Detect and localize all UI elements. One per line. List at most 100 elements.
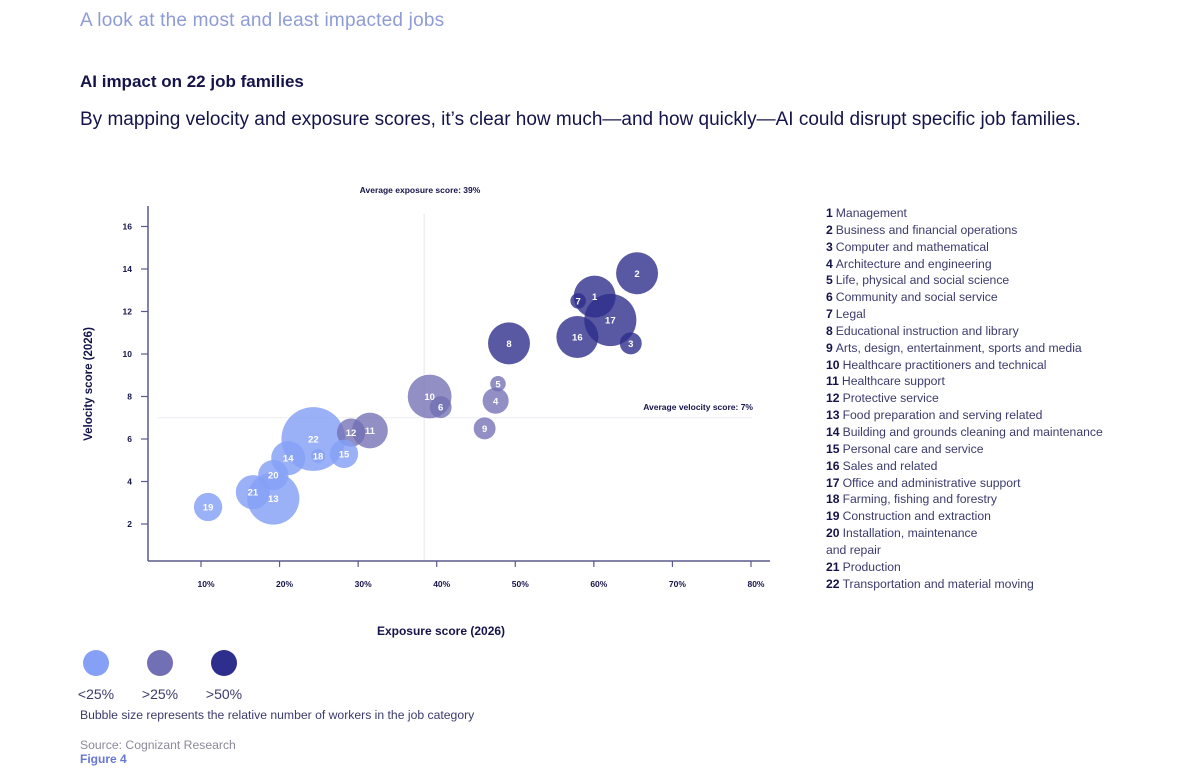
legend-item: 8 Educational instruction and library	[826, 323, 1103, 340]
legend-item-number: 9	[826, 340, 833, 355]
bubble-label-14: 14	[283, 454, 294, 465]
key-item-high: >50%	[206, 650, 242, 702]
legend-item-number: 1	[826, 206, 833, 220]
x-tick-label: 50%	[512, 579, 529, 589]
legend-item: 13 Food preparation and serving related	[826, 407, 1103, 424]
legend-item-label: Protective service	[842, 391, 939, 406]
legend-item-number: 3	[826, 239, 833, 254]
y-axis-label: Velocity score (2026)	[83, 327, 95, 441]
legend-item-number: 21	[826, 559, 840, 574]
bubble-label-21: 21	[248, 488, 259, 499]
legend-item-number: 22	[826, 576, 840, 591]
legend-item-label: Office and administrative support	[842, 475, 1021, 490]
x-tick-label: 70%	[669, 579, 686, 589]
legend-item: 18 Farming, fishing and forestry	[826, 491, 1103, 508]
bubble-label-17: 17	[605, 316, 616, 327]
bubble-2[interactable]	[616, 252, 659, 295]
legend-item-label: Farming, fishing and forestry	[842, 492, 998, 507]
bubble-label-12: 12	[346, 428, 357, 439]
legend-item-number: 8	[826, 323, 833, 338]
bubble-label-15: 15	[339, 449, 350, 460]
bubble-16[interactable]	[556, 316, 599, 358]
legend-item-label: Installation, maintenance and repair	[826, 526, 978, 557]
bubble-label-1: 1	[592, 292, 598, 303]
legend-item-label: Educational instruction and library	[835, 323, 1019, 338]
bubble-7[interactable]	[570, 293, 586, 309]
bubble-label-9: 9	[482, 424, 487, 435]
y-tick-label: 14	[123, 264, 133, 274]
bubble-12[interactable]	[336, 418, 366, 447]
legend-item: 7 Legal	[826, 306, 1103, 323]
chart-title: AI impact on 22 job families	[80, 72, 304, 91]
y-tick-label: 2	[127, 519, 132, 529]
figure-label: Figure 4	[80, 752, 127, 766]
y-tick-label: 16	[123, 222, 133, 232]
bubble-1[interactable]	[573, 275, 616, 318]
legend-item-label: Construction and extraction	[842, 509, 991, 524]
bubble-20[interactable]	[258, 459, 289, 491]
bubble-18[interactable]	[310, 448, 326, 464]
key-dot-mid-icon	[147, 650, 173, 676]
legend-item: 10 Healthcare practitioners and technical	[826, 357, 1103, 374]
x-tick-label: 40%	[433, 579, 450, 589]
bubble-9[interactable]	[473, 417, 496, 440]
avg-exposure-label: Average exposure score: 39%	[360, 185, 481, 195]
key-label-mid: >25%	[141, 686, 179, 702]
legend-item: 21 Production	[826, 559, 1103, 576]
legend-item-number: 19	[826, 509, 840, 524]
legend-item-number: 14	[826, 424, 840, 439]
legend-item-number: 13	[826, 408, 840, 423]
legend-item: 1 Management	[826, 205, 1103, 222]
bubble-15[interactable]	[329, 439, 359, 469]
bubble-5[interactable]	[490, 376, 506, 392]
bubble-6[interactable]	[429, 396, 452, 419]
legend-item-label: Management	[835, 206, 907, 220]
bubble-label-10: 10	[424, 392, 435, 403]
legend-item-number: 5	[826, 273, 833, 288]
legend-item-label: Healthcare practitioners and technical	[842, 357, 1047, 372]
legend-item-number: 2	[826, 222, 833, 237]
bubble-4[interactable]	[482, 387, 509, 414]
legend-item-label: Architecture and engineering	[835, 256, 992, 271]
x-axis-label: Exposure score (2026)	[377, 624, 505, 638]
bubble-label-13: 13	[268, 494, 279, 505]
legend-item-number: 7	[826, 307, 833, 322]
legend-item: 15 Personal care and service	[826, 441, 1103, 458]
legend-item-number: 10	[826, 357, 840, 372]
legend-item-label: Legal	[835, 307, 866, 322]
legend-item-number: 20	[826, 526, 840, 541]
legend-item-label: Production	[842, 559, 901, 574]
bubble-3[interactable]	[619, 332, 642, 355]
legend-item-label: Healthcare support	[841, 374, 945, 389]
legend-item-number: 18	[826, 492, 840, 507]
bubble-label-4: 4	[493, 396, 499, 407]
legend-item-number: 12	[826, 391, 840, 406]
legend-item-label: Transportation and material moving	[842, 576, 1034, 591]
key-dot-high-icon	[211, 650, 237, 676]
legend-item: 22 Transportation and material moving	[826, 576, 1103, 593]
key-label-low: <25%	[77, 686, 115, 702]
x-tick-label: 20%	[276, 579, 293, 589]
avg-velocity-label: Average velocity score: 7%	[643, 402, 753, 412]
bubble-label-11: 11	[365, 426, 376, 437]
legend-item-label: Sales and related	[842, 458, 938, 473]
bubble-label-7: 7	[575, 296, 580, 307]
legend-item: 19 Construction and extraction	[826, 508, 1103, 525]
legend-item-label: Business and financial operations	[835, 222, 1018, 237]
bubble-label-2: 2	[634, 269, 639, 280]
legend-item-label: Building and grounds cleaning and mainte…	[842, 424, 1103, 439]
legend-item: 16 Sales and related	[826, 458, 1103, 475]
legend-item: 11 Healthcare support	[826, 373, 1103, 390]
y-tick-label: 12	[123, 307, 133, 317]
legend-item-label: Computer and mathematical	[835, 239, 989, 254]
bubble-label-16: 16	[572, 333, 583, 344]
legend-item: 14 Building and grounds cleaning and main…	[826, 424, 1103, 441]
legend-item: 5 Life, physical and social science	[826, 272, 1103, 289]
bubble-size-note: Bubble size represents the relative numb…	[80, 708, 475, 722]
x-tick-label: 30%	[355, 579, 372, 589]
source-text: Source: Cognizant Research	[80, 738, 236, 752]
bubble-label-19: 19	[203, 503, 214, 514]
bubble-19[interactable]	[193, 492, 223, 522]
bubble-8[interactable]	[488, 322, 530, 365]
